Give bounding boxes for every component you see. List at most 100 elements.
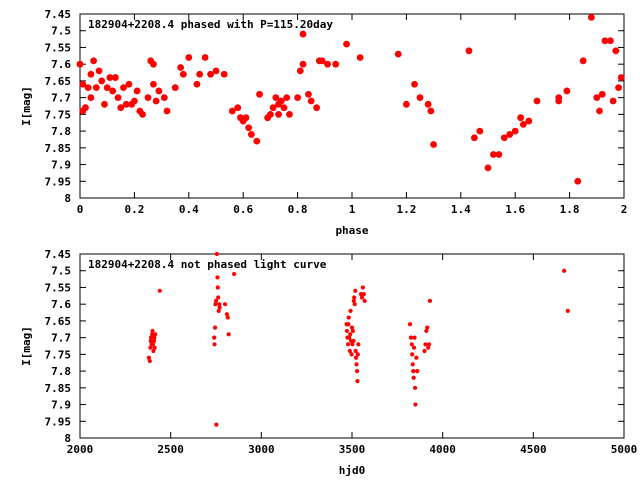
data-point (214, 251, 220, 257)
data-point (280, 104, 288, 112)
data-point (414, 355, 419, 360)
data-point (415, 368, 420, 374)
data-point (275, 110, 282, 118)
data-point (215, 275, 220, 280)
tick-labels: 2000 2500 3000 3500 4000 4500 5000 7.45 7.5 7.55 7… (45, 248, 638, 456)
data-point (222, 302, 228, 307)
data-point (563, 87, 571, 95)
data-point (346, 322, 351, 327)
x-tick-label: 2500 (157, 443, 184, 456)
data-point (148, 345, 153, 350)
data-point (122, 100, 130, 108)
data-point (344, 328, 350, 334)
data-point (201, 54, 209, 61)
data-point (152, 345, 157, 350)
data-point (465, 47, 473, 55)
x-tick-label: 1.6 (505, 203, 525, 216)
y-tick-label: 7.55 (45, 41, 72, 54)
data-point (324, 60, 331, 68)
x-tick-label: 2000 (67, 443, 94, 456)
data-point (426, 345, 431, 350)
data-point (214, 422, 219, 427)
data-point (92, 84, 100, 91)
data-point (411, 345, 417, 350)
data-point (424, 100, 432, 108)
data-point (148, 335, 154, 340)
data-point (193, 80, 201, 88)
data-point (247, 131, 255, 138)
data-point (212, 342, 217, 347)
data-point (409, 342, 414, 347)
y-tick-label: 7.75 (45, 348, 72, 361)
data-point (411, 80, 418, 88)
data-point (348, 332, 353, 337)
data-point (349, 325, 355, 330)
tick-labels: 0 0.2 0.4 0.6 0.8 1 1.2 1.4 1.6 1.8 2 7.45 7.5 7.55 7.… (45, 8, 628, 216)
data-point (101, 100, 108, 108)
data-point (84, 84, 92, 91)
y-tick-label: 7.85 (45, 142, 72, 155)
x-tick-label: 3500 (339, 443, 366, 456)
data-point (353, 288, 358, 293)
y-axis-label: I[mag] (20, 86, 33, 126)
data-point (153, 332, 158, 337)
data-point (76, 60, 84, 68)
data-point (207, 70, 214, 78)
data-point (269, 104, 277, 112)
data-point (348, 308, 353, 313)
data-point (490, 151, 497, 158)
data-point (220, 70, 228, 78)
data-point (296, 67, 304, 75)
data-point (103, 84, 111, 91)
data-point (212, 325, 218, 330)
data-point (615, 84, 622, 91)
x-tick-label: 1.8 (560, 203, 580, 216)
data-point (347, 348, 352, 354)
data-point (299, 60, 307, 68)
data-point (212, 335, 217, 340)
data-point (343, 40, 350, 48)
data-point (350, 342, 355, 347)
data-point (427, 107, 435, 115)
y-tick-label: 7.8 (51, 365, 71, 378)
data-point (346, 315, 351, 320)
data-point (484, 164, 492, 172)
data-point (353, 348, 358, 354)
plot-frame (79, 13, 625, 199)
y-tick-label: 7.85 (45, 382, 72, 395)
data-point (171, 84, 179, 91)
data-point (617, 74, 625, 81)
data-point (228, 107, 236, 115)
data-point (82, 104, 89, 112)
x-tick-label: 4000 (429, 443, 456, 456)
data-point (511, 127, 519, 135)
y-tick-label: 7.95 (45, 175, 72, 188)
data-point (232, 271, 237, 277)
data-point (318, 57, 326, 65)
y-tick-label: 8 (64, 192, 71, 205)
unphased-light-curve-chart: 2000 2500 3000 3500 4000 4500 5000 7.45 7.5 7.55 7… (20, 248, 637, 477)
data-point (253, 137, 261, 145)
data-point (427, 298, 433, 303)
data-point (133, 87, 141, 95)
data-point (471, 134, 478, 142)
data-point (114, 94, 122, 102)
data-point (131, 97, 138, 105)
data-point (495, 151, 503, 158)
data-point (155, 87, 163, 95)
data-point (411, 375, 416, 380)
data-point (360, 285, 365, 290)
data-point (601, 37, 609, 45)
data-point (607, 37, 614, 45)
data-point (525, 117, 533, 125)
x-tick-label: 2 (621, 203, 628, 216)
data-point (359, 295, 365, 300)
data-point (146, 355, 152, 360)
data-point (307, 97, 315, 105)
y-axis-label: I[mag] (20, 326, 33, 366)
data-point (423, 342, 428, 347)
data-point (347, 335, 352, 340)
data-point (277, 97, 285, 105)
data-point (79, 80, 87, 88)
data-point (410, 352, 415, 357)
